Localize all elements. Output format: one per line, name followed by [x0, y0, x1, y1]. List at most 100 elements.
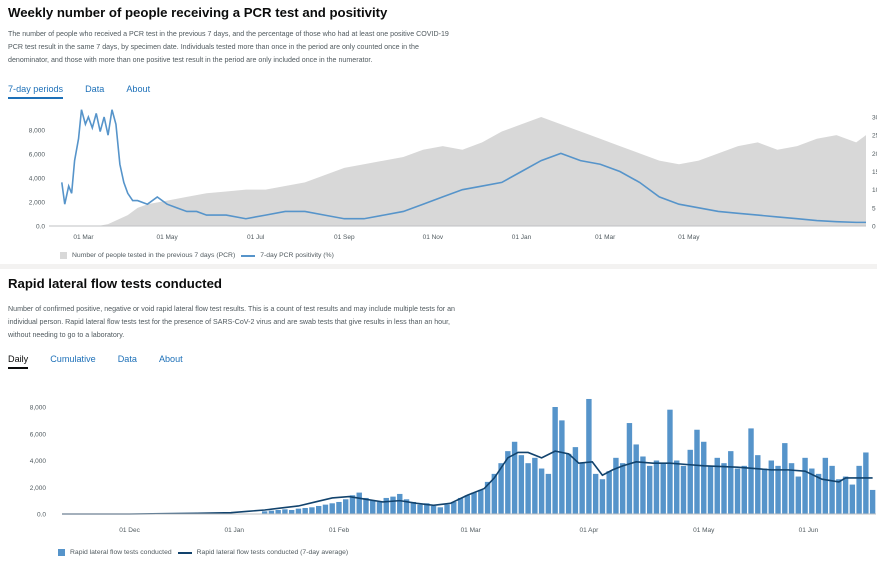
bar: [275, 509, 281, 514]
legend-swatch-tested: [60, 252, 67, 259]
bar: [417, 504, 423, 514]
tab-7-day-periods[interactable]: 7-day periods: [8, 84, 64, 99]
bar: [586, 398, 592, 514]
bar: [552, 407, 558, 514]
bar: [869, 489, 876, 514]
x-tick-label: 01 May: [156, 234, 178, 241]
bar: [809, 468, 815, 514]
lft-title: Rapid lateral flow tests conducted: [8, 276, 222, 291]
bar: [613, 457, 619, 514]
x-tick-label: 01 Jun: [799, 527, 819, 534]
bar: [815, 473, 822, 514]
bar: [376, 501, 383, 514]
y-right-tick-label: 30: [872, 115, 877, 122]
bar: [856, 465, 862, 514]
bar: [734, 468, 741, 514]
y-tick-label: 4,000: [29, 176, 46, 183]
lft-legend: Rapid lateral flow tests conducted Rapid…: [58, 549, 348, 556]
x-tick-label: 01 Nov: [423, 234, 444, 241]
y-tick-label: 2,000: [30, 485, 47, 492]
bar: [511, 441, 518, 514]
bar: [701, 441, 707, 514]
bar: [721, 463, 727, 514]
legend-label-daily: Rapid lateral flow tests conducted: [70, 549, 172, 556]
y-right-tick-label: 5: [872, 205, 876, 212]
x-tick-label: 01 Jul: [247, 234, 265, 241]
series-line-7-day-average: [62, 450, 873, 515]
bar: [498, 463, 504, 514]
bar: [403, 499, 410, 514]
y-right-tick-label: 10: [872, 187, 877, 194]
bar: [370, 500, 376, 514]
pcr-card: Weekly number of people receiving a PCR …: [0, 0, 877, 262]
bar: [518, 455, 525, 514]
bar: [782, 443, 788, 514]
x-tick-label: 01 Jan: [224, 527, 244, 534]
bar: [390, 496, 396, 514]
pcr-chart: 0.0 2,000 4,000 6,000 8,000 0 5 10 15 20 25 30 01 …: [29, 109, 877, 241]
y-right-tick-label: 15: [872, 169, 877, 176]
bar: [768, 460, 774, 514]
tab-daily[interactable]: Daily: [8, 354, 29, 369]
lft-chart: 0.0 2,000 4,000 6,000 8,000 01 Dec 01 Jan 01 F…: [30, 398, 876, 534]
tab-data[interactable]: Data: [85, 84, 105, 94]
legend-label-positivity: 7-day PCR positivity (%): [260, 252, 334, 259]
series-area-tested: [49, 117, 866, 226]
y-tick-label: 6,000: [29, 152, 46, 159]
bar: [322, 504, 329, 514]
tab-about[interactable]: About: [126, 84, 151, 94]
y-tick-label: 2,000: [29, 200, 46, 207]
bar: [836, 479, 842, 514]
y-tick-label: 4,000: [30, 458, 47, 465]
legend-swatch-positivity: [241, 254, 256, 257]
bar: [741, 465, 747, 514]
card-divider: [0, 264, 877, 269]
bar: [315, 505, 322, 514]
bar: [545, 473, 552, 514]
legend-label-average: Rapid lateral flow tests conducted (7-da…: [196, 549, 349, 556]
bar: [748, 428, 754, 514]
bar: [606, 471, 612, 514]
bar: [451, 501, 457, 514]
y-tick-label: 0.0: [37, 512, 46, 519]
bar: [484, 481, 491, 514]
bar: [491, 473, 498, 514]
bar: [626, 423, 633, 514]
bar: [728, 451, 734, 514]
bar: [619, 463, 626, 514]
x-tick-label: 01 Sep: [334, 234, 355, 241]
bar: [505, 451, 511, 514]
tab-data[interactable]: Data: [117, 354, 137, 364]
bar: [802, 457, 808, 514]
tab-cumulative[interactable]: Cumulative: [50, 354, 96, 364]
bar: [755, 455, 761, 514]
bar: [849, 484, 856, 514]
bar: [282, 509, 288, 514]
bar: [795, 476, 802, 514]
bar: [437, 507, 443, 514]
bar: [565, 453, 572, 514]
bar: [572, 447, 579, 514]
legend-swatch-daily: [58, 549, 65, 556]
bar: [424, 503, 430, 514]
bar: [822, 457, 829, 514]
bar: [714, 457, 720, 514]
bar: [633, 444, 639, 514]
x-tick-label: 01 Mar: [595, 234, 616, 241]
series-line-positivity: [61, 109, 866, 224]
x-tick-label: 01 Dec: [119, 527, 140, 534]
lft-description: Number of confirmed positive, negative o…: [8, 305, 455, 340]
bar: [707, 465, 714, 514]
lft-tabs: Daily Cumulative Data About: [8, 354, 205, 369]
bar: [788, 463, 795, 514]
bar: [343, 499, 349, 514]
bar: [336, 501, 342, 514]
x-tick-label: 01 Jan: [512, 234, 532, 241]
x-tick-label: 01 May: [678, 234, 700, 241]
x-tick-label: 01 Mar: [73, 234, 94, 241]
pcr-description: The number of people who received a PCR …: [8, 30, 449, 65]
bar: [829, 465, 835, 514]
bar: [261, 511, 268, 514]
bar: [397, 493, 403, 514]
tab-about[interactable]: About: [158, 354, 183, 364]
